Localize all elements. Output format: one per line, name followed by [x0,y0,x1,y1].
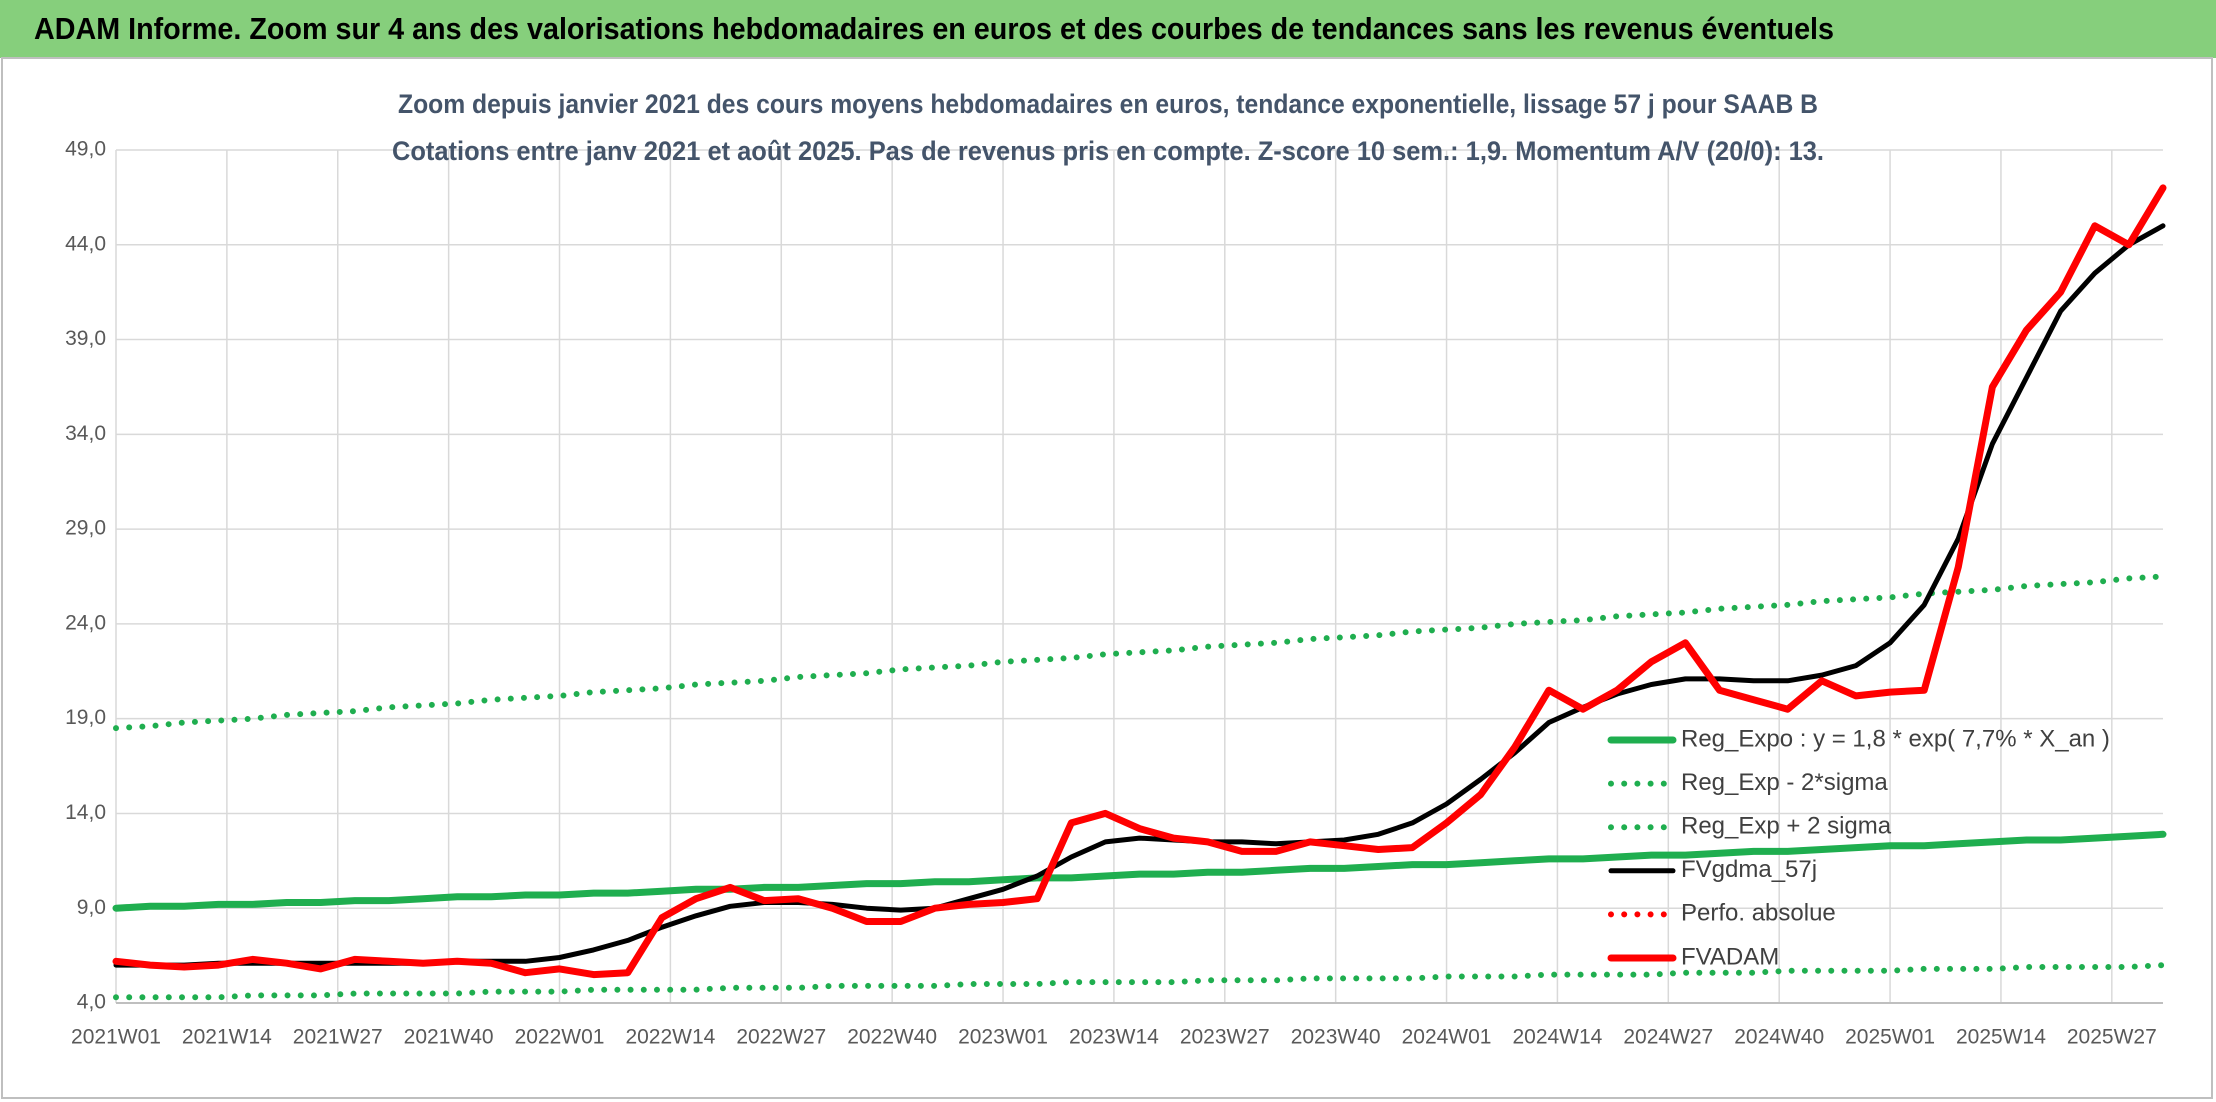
x-tick-label: 2022W27 [736,1026,826,1049]
x-tick-label: 2022W40 [847,1026,937,1049]
legend-label: Reg_Exp - 2*sigma [1681,769,1888,796]
x-tick-label: 2021W27 [293,1026,383,1049]
chart-subtitle: Cotations entre janv 2021 et août 2025. … [392,136,1824,166]
x-tick-label: 2021W14 [182,1026,272,1049]
x-tick-label: 2021W40 [404,1026,494,1049]
x-tick-label: 2024W14 [1512,1026,1602,1049]
legend-label: Reg_Exp + 2 sigma [1681,813,1892,840]
x-tick-label: 2025W01 [1845,1026,1935,1049]
y-tick-label: 14,0 [65,801,106,824]
series-line [113,573,2166,732]
legend-label: Perfo. absolue [1681,900,1836,927]
y-tick-label: 39,0 [65,327,106,350]
series-line [113,962,2166,1001]
legend-label: FVgdma_57j [1681,856,1817,883]
x-tick-label: 2023W14 [1069,1026,1159,1049]
legend-label: Reg_Expo : y = 1,8 * exp( 7,7% * X_an ) [1681,725,2110,752]
x-tick-label: 2024W01 [1402,1026,1492,1049]
series [112,184,2167,1001]
x-tick-label: 2022W14 [625,1026,715,1049]
x-tick-label: 2024W27 [1623,1026,1713,1049]
x-tick-label: 2023W01 [958,1026,1048,1049]
y-tick-label: 24,0 [65,611,106,634]
chart-frame [1,57,2213,1099]
x-tick-label: 2025W27 [2067,1026,2157,1049]
x-tick-label: 2023W40 [1291,1026,1381,1049]
x-tick-label: 2021W01 [71,1026,161,1049]
x-tick-label: 2022W01 [515,1026,605,1049]
y-tick-label: 44,0 [65,232,106,255]
chart-title: Zoom depuis janvier 2021 des cours moyen… [398,89,1818,119]
header-bar [0,0,2216,58]
legend-label: FVADAM [1681,943,1779,970]
y-tick-label: 19,0 [65,706,106,729]
header-title: ADAM Informe. Zoom sur 4 ans des valoris… [34,11,1834,46]
y-tick-label: 29,0 [65,517,106,540]
legend: Reg_Expo : y = 1,8 * exp( 7,7% * X_an ) R… [1607,725,2110,970]
grid: 4,0 9,0 14,0 19,0 24,0 29,0 34,0 39,0 44,0 49,0 20… [65,138,2163,1049]
series-line [112,830,2167,912]
x-tick-label: 2025W14 [1956,1026,2046,1049]
series-line [112,184,2167,979]
y-tick-label: 49,0 [65,138,106,161]
y-tick-label: 4,0 [77,991,106,1014]
x-tick-label: 2023W27 [1180,1026,1270,1049]
y-tick-label: 9,0 [77,896,106,919]
x-tick-label: 2024W40 [1734,1026,1824,1049]
y-tick-label: 34,0 [65,422,106,445]
